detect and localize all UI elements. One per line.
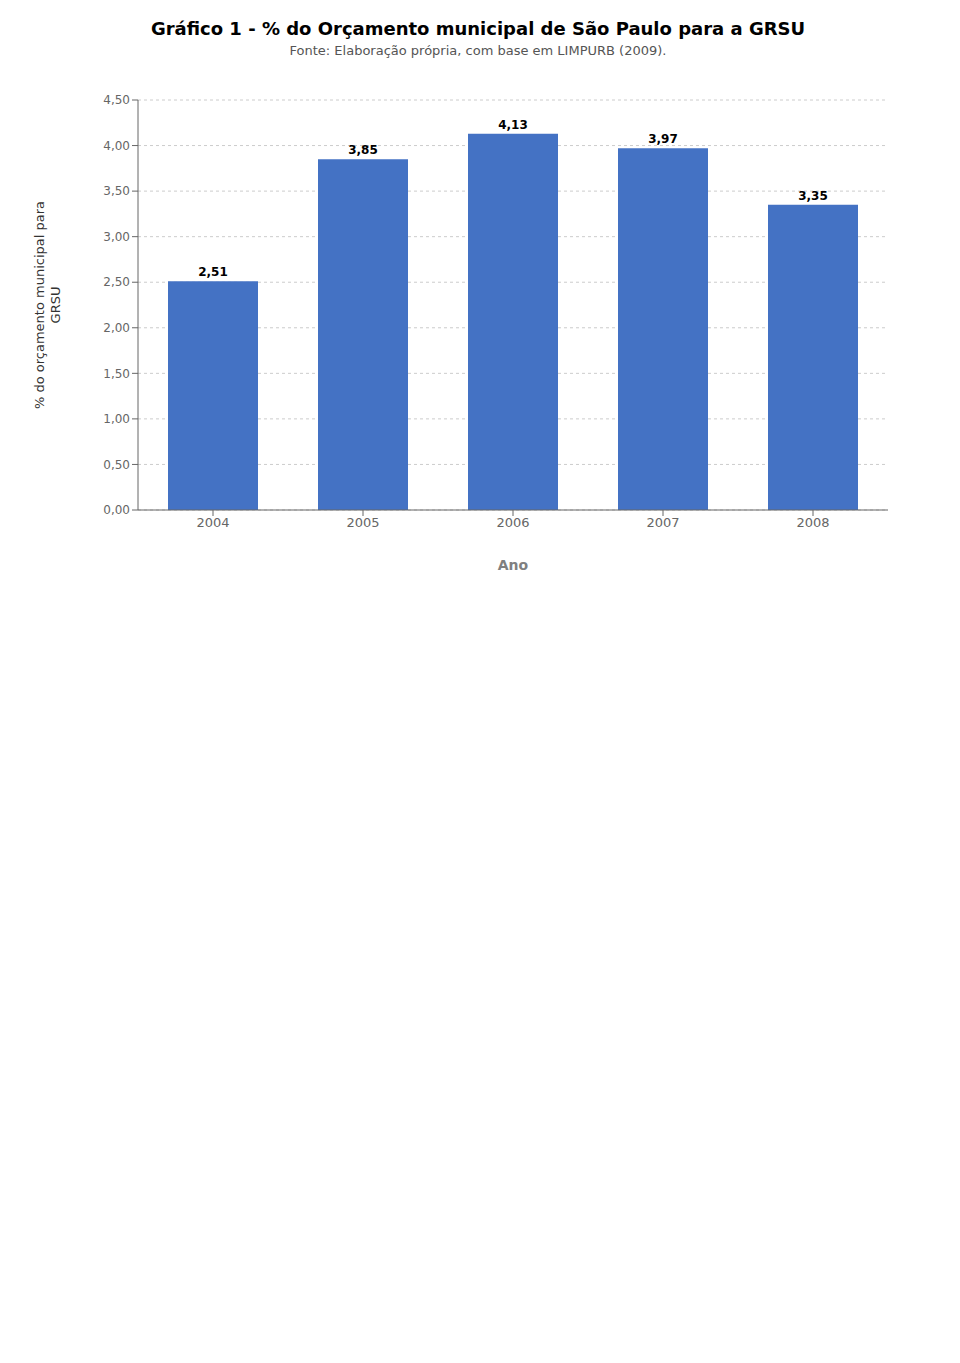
svg-text:1,00: 1,00 [103,412,130,426]
svg-text:0,00: 0,00 [103,503,130,517]
svg-text:2,50: 2,50 [103,275,130,289]
svg-text:2008: 2008 [796,515,829,530]
svg-text:0,50: 0,50 [103,458,130,472]
svg-text:3,85: 3,85 [348,143,378,157]
svg-text:1,50: 1,50 [103,367,130,381]
svg-text:2,00: 2,00 [103,321,130,335]
svg-text:3,97: 3,97 [648,132,678,146]
svg-text:4,50: 4,50 [103,93,130,107]
svg-text:2007: 2007 [646,515,679,530]
html-text:Fonte: Elaboração própria, com: Fonte: Elaboração própria, com base em L… [289,43,667,58]
svg-text:2004: 2004 [196,515,229,530]
svg-text:2006: 2006 [496,515,529,530]
svg-text:4,13: 4,13 [498,118,528,132]
html-text:Gráfico 1 - % do Orçamento mun: Gráfico 1 - % do Orçamento municipal de … [150,18,806,39]
svg-text:4,00: 4,00 [103,139,130,153]
svg-text:2005: 2005 [346,515,379,530]
svg-text:2,51: 2,51 [198,265,228,279]
svg-text:% do orçamento municipal paraG: % do orçamento municipal paraGRSU [32,201,63,409]
svg-text:3,00: 3,00 [103,230,130,244]
svg-text:3,35: 3,35 [798,189,828,203]
svg-text:Ano: Ano [498,557,529,573]
svg-text:3,50: 3,50 [103,184,130,198]
